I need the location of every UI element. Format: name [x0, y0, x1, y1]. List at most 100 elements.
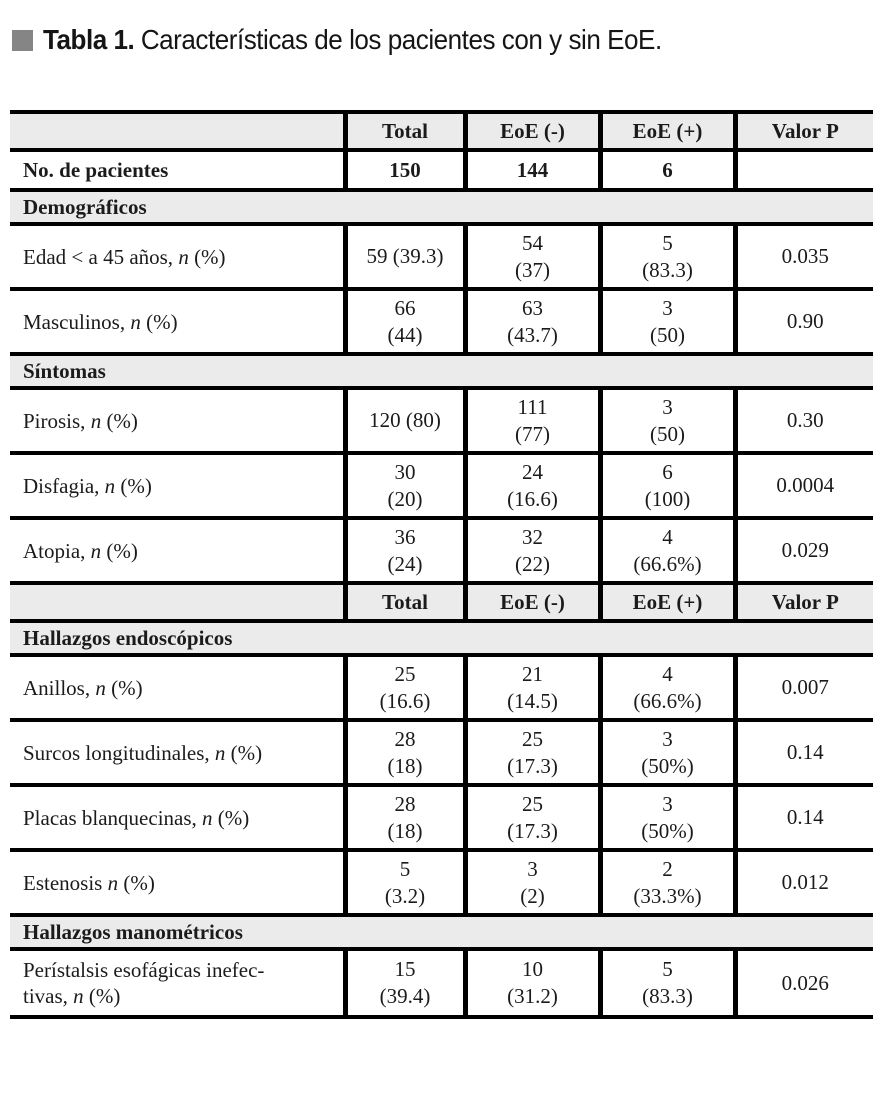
table-row: Anillos, n (%) 25 (16.6) 21 (14.5) 4 (66.6%… — [10, 655, 873, 722]
cell-valor-p: 0.14 — [732, 785, 873, 852]
cell-total: 59 (39.3) — [342, 224, 465, 291]
header-total: Total — [342, 112, 465, 152]
cell-valor-p: 0.026 — [732, 949, 873, 1019]
cell-valor-p: 0.012 — [732, 850, 873, 917]
cell-eoe-neg: 25 (17.3) — [462, 785, 600, 852]
label-text: Atopia, — [23, 538, 91, 563]
label-suffix: (%) — [212, 805, 250, 830]
cell-total: 150 — [342, 150, 465, 192]
cell-eoe-neg: 54 (37) — [462, 224, 600, 291]
label-text-line1: Perístalsis esofágicas inefec- — [23, 958, 265, 982]
cell-valor-p: 0.14 — [732, 720, 873, 787]
cell-eoe-neg: 3 (2) — [462, 850, 600, 917]
header-eoe-neg: EoE (-) — [462, 112, 600, 152]
header-row-1: Total EoE (-) EoE (+) Valor P — [10, 112, 873, 152]
cell-eoe-pos: 2 (33.3%) — [597, 850, 735, 917]
cell-total: 15 (39.4) — [342, 949, 465, 1019]
section-title: Hallazgos endoscópicos — [10, 621, 873, 657]
label-n-italic: n — [90, 538, 102, 563]
cell-valor-p — [732, 150, 873, 192]
table-row: Pirosis, n (%) 120 (80) 111 (77) 3 (50) 0.… — [10, 388, 873, 455]
cell-total: 36 (24) — [342, 518, 465, 585]
table-row: Perístalsis esofágicas inefec-tivas, n (… — [10, 949, 873, 1019]
label-n-italic: n — [90, 408, 102, 433]
cell-valor-p: 0.035 — [732, 224, 873, 291]
header-empty-cell — [10, 583, 345, 623]
label-suffix: (%) — [118, 870, 155, 895]
label-text: Disfagia, — [23, 473, 105, 498]
table-row: Estenosis n (%) 5 (3.2) 3 (2) 2 (33.3%) 0.0… — [10, 850, 873, 917]
label-suffix: (%) — [105, 675, 143, 700]
section-title: Hallazgos manométricos — [10, 915, 873, 951]
caption-text-wrap: Tabla 1. Características de los pacientes… — [43, 24, 662, 56]
label-n-italic: n — [130, 309, 141, 334]
caption-marker-square — [12, 29, 33, 51]
row-label: Perístalsis esofágicas inefec-tivas, n (… — [10, 949, 345, 1019]
label-suffix: (%) — [225, 740, 263, 765]
header-valor-p: Valor P — [732, 112, 873, 152]
cell-valor-p: 0.029 — [732, 518, 873, 585]
cell-total: 28 (18) — [342, 785, 465, 852]
table-row: Atopia, n (%) 36 (24) 32 (22) 4 (66.6%) 0.0… — [10, 518, 873, 585]
label-suffix: (%) — [83, 984, 121, 1008]
row-label: Atopia, n (%) — [10, 518, 345, 585]
cell-eoe-pos: 3 (50) — [597, 388, 735, 455]
label-n-italic: n — [104, 473, 116, 498]
table-row: Edad < a 45 años, n (%) 59 (39.3) 54 (37)… — [10, 224, 873, 291]
header-empty-cell — [10, 112, 345, 152]
cell-valor-p: 0.007 — [732, 655, 873, 722]
row-label: Pirosis, n (%) — [10, 388, 345, 455]
cell-eoe-pos: 3 (50%) — [597, 785, 735, 852]
header-eoe-neg: EoE (-) — [462, 583, 600, 623]
row-label: Disfagia, n (%) — [10, 453, 345, 520]
label-text: Masculinos, — [23, 309, 131, 334]
cell-eoe-neg: 25 (17.3) — [462, 720, 600, 787]
cell-total: 66 (44) — [342, 289, 465, 356]
header-eoe-pos: EoE (+) — [597, 583, 735, 623]
cell-total: 120 (80) — [342, 388, 465, 455]
row-label: Estenosis n (%) — [10, 850, 345, 917]
cell-eoe-neg: 144 — [462, 150, 600, 192]
label-suffix: (%) — [101, 538, 138, 563]
cell-valor-p: 0.0004 — [732, 453, 873, 520]
cell-valor-p: 0.90 — [732, 289, 873, 356]
cell-total: 30 (20) — [342, 453, 465, 520]
header-eoe-pos: EoE (+) — [597, 112, 735, 152]
section-title: Síntomas — [10, 354, 873, 390]
label-n-italic: n — [107, 870, 119, 895]
cell-eoe-pos: 5 (83.3) — [597, 224, 735, 291]
label-suffix: (%) — [140, 309, 178, 334]
label-suffix: (%) — [115, 473, 152, 498]
label-n-italic: n — [214, 740, 226, 765]
cell-eoe-pos: 3 (50) — [597, 289, 735, 356]
row-label: Anillos, n (%) — [10, 655, 345, 722]
cell-eoe-pos: 4 (66.6%) — [597, 518, 735, 585]
label-text: Pirosis, — [23, 408, 91, 433]
header-row-2: Total EoE (-) EoE (+) Valor P — [10, 583, 873, 623]
cell-eoe-neg: 32 (22) — [462, 518, 600, 585]
section-row-manometricos: Hallazgos manométricos — [10, 915, 873, 951]
patients-table: Total EoE (-) EoE (+) Valor P No. de pac… — [10, 110, 873, 1019]
cell-eoe-neg: 111 (77) — [462, 388, 600, 455]
label-text: Estenosis — [23, 870, 108, 895]
label-suffix: (%) — [188, 244, 226, 269]
cell-eoe-neg: 10 (31.2) — [462, 949, 600, 1019]
cell-valor-p: 0.30 — [732, 388, 873, 455]
table-row: Placas blanquecinas, n (%) 28 (18) 25 (17.… — [10, 785, 873, 852]
table-row: No. de pacientes 150 144 6 — [10, 150, 873, 192]
cell-total: 5 (3.2) — [342, 850, 465, 917]
label-n-italic: n — [73, 984, 84, 1008]
caption-label: Tabla 1. — [43, 24, 135, 55]
label-n-italic: n — [95, 675, 106, 700]
label-text: Edad < a 45 años, — [23, 244, 179, 269]
section-title: Demográficos — [10, 190, 873, 226]
cell-eoe-pos: 6 — [597, 150, 735, 192]
label-text: Placas blanquecinas, — [23, 805, 203, 830]
row-label: Edad < a 45 años, n (%) — [10, 224, 345, 291]
table-row: Disfagia, n (%) 30 (20) 24 (16.6) 6 (100) 0… — [10, 453, 873, 520]
table-row: Surcos longitudinales, n (%) 28 (18) 25 (1… — [10, 720, 873, 787]
row-label: Masculinos, n (%) — [10, 289, 345, 356]
section-row-sintomas: Síntomas — [10, 354, 873, 390]
cell-total: 28 (18) — [342, 720, 465, 787]
